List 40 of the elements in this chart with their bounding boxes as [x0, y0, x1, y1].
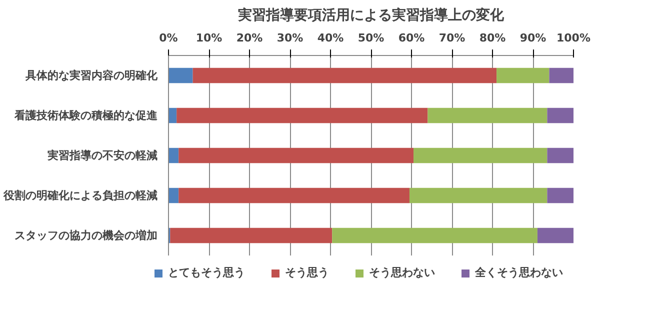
- bar: [547, 108, 574, 124]
- x-tick-label: 0%: [159, 32, 178, 44]
- legend-label: とてもそう思う: [168, 265, 245, 280]
- bar: [496, 68, 550, 84]
- x-tick-label: 40%: [317, 32, 344, 44]
- bar: [547, 148, 574, 164]
- bar: [168, 188, 179, 204]
- x-tick-label: 10%: [196, 32, 222, 44]
- x-tick-label: 100%: [556, 32, 590, 44]
- bar: [168, 108, 177, 124]
- bar: [178, 148, 414, 164]
- chart-title: 実習指導要項活用による実習指導上の変化: [238, 6, 505, 24]
- bar: [409, 188, 548, 204]
- bar: [414, 148, 548, 164]
- bar: [537, 228, 574, 244]
- bar: [176, 108, 428, 124]
- bar: [178, 188, 410, 204]
- y-tick-label: 具体的な実習内容の明確化: [24, 69, 158, 82]
- bar: [168, 148, 179, 164]
- bar: [549, 68, 574, 84]
- x-tick-label: 50%: [358, 32, 384, 44]
- legend-label: 全くそう思わない: [475, 265, 563, 280]
- x-tick-label: 30%: [276, 32, 304, 44]
- y-tick-label: 役割の明確化による負担の軽減: [2, 189, 158, 202]
- bar: [332, 228, 538, 244]
- y-tick-label: 看護技術体験の積極的な促進: [14, 109, 158, 122]
- y-tick-label: 実習指導の不安の軽減: [46, 149, 158, 162]
- legend-label: そう思う: [285, 265, 329, 280]
- bar: [547, 188, 574, 204]
- x-tick-label: 90%: [520, 32, 546, 44]
- bar: [170, 228, 332, 244]
- y-tick-label: スタッフの協力の機会の増加: [14, 229, 158, 242]
- x-tick-label: 60%: [398, 32, 425, 44]
- legend-label: そう思わない: [369, 265, 435, 280]
- x-tick-label: 70%: [438, 32, 466, 44]
- bar: [428, 108, 548, 124]
- bar: [192, 68, 497, 84]
- bar: [168, 68, 193, 84]
- x-tick-label: 20%: [236, 32, 263, 44]
- x-tick-label: 80%: [479, 32, 506, 44]
